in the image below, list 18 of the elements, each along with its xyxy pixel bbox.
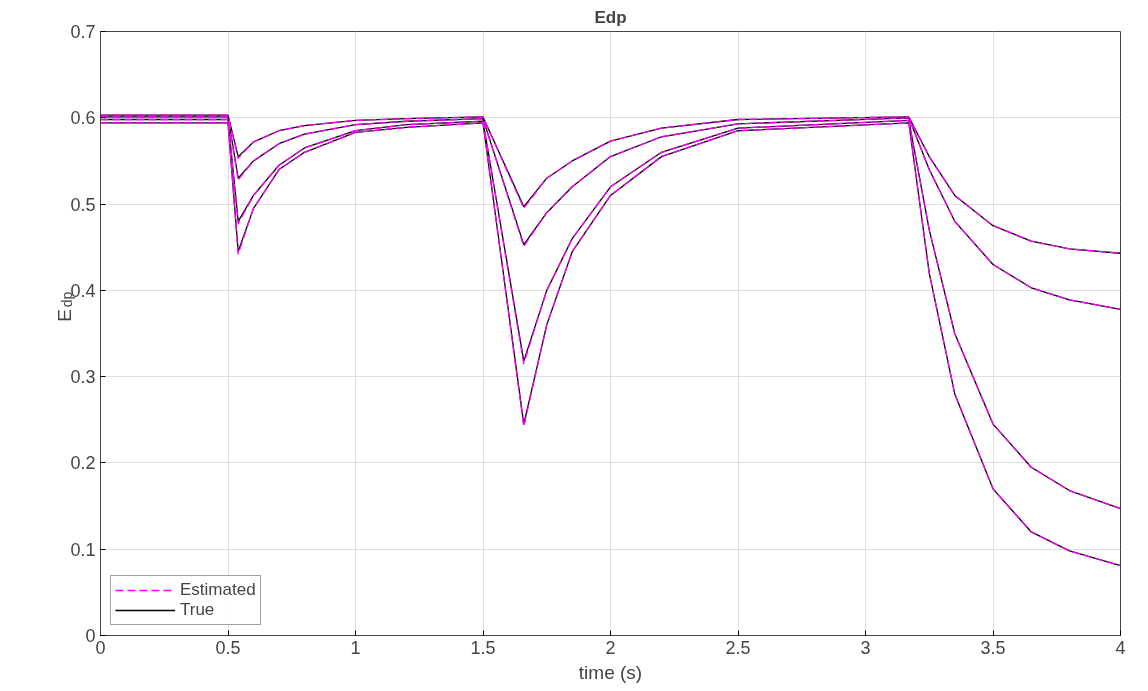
legend-label: Estimated — [180, 580, 256, 600]
x-tick-label: 3 — [860, 637, 871, 658]
x-tick-label: 3.5 — [980, 637, 1006, 658]
x-tick-label: 1 — [350, 637, 361, 658]
x-tick-label: 4 — [1115, 637, 1126, 658]
y-tick-label: 0.6 — [70, 108, 96, 129]
y-tick-label: 0.3 — [70, 367, 96, 388]
x-tick-label: 2.5 — [725, 637, 751, 658]
x-tick-label: 2 — [605, 637, 616, 658]
y-tick-label: 0.1 — [70, 539, 96, 560]
y-tick-label: 0.2 — [70, 453, 96, 474]
legend-label: True — [180, 600, 215, 620]
chart-title: Edp — [594, 7, 627, 27]
x-axis-title: time (s) — [578, 661, 643, 683]
y-tick-label: 0.7 — [70, 22, 96, 42]
x-tick-label: 0.5 — [215, 637, 241, 658]
x-tick-label: 1.5 — [470, 637, 496, 658]
y-tick-label: 0.5 — [70, 194, 96, 215]
